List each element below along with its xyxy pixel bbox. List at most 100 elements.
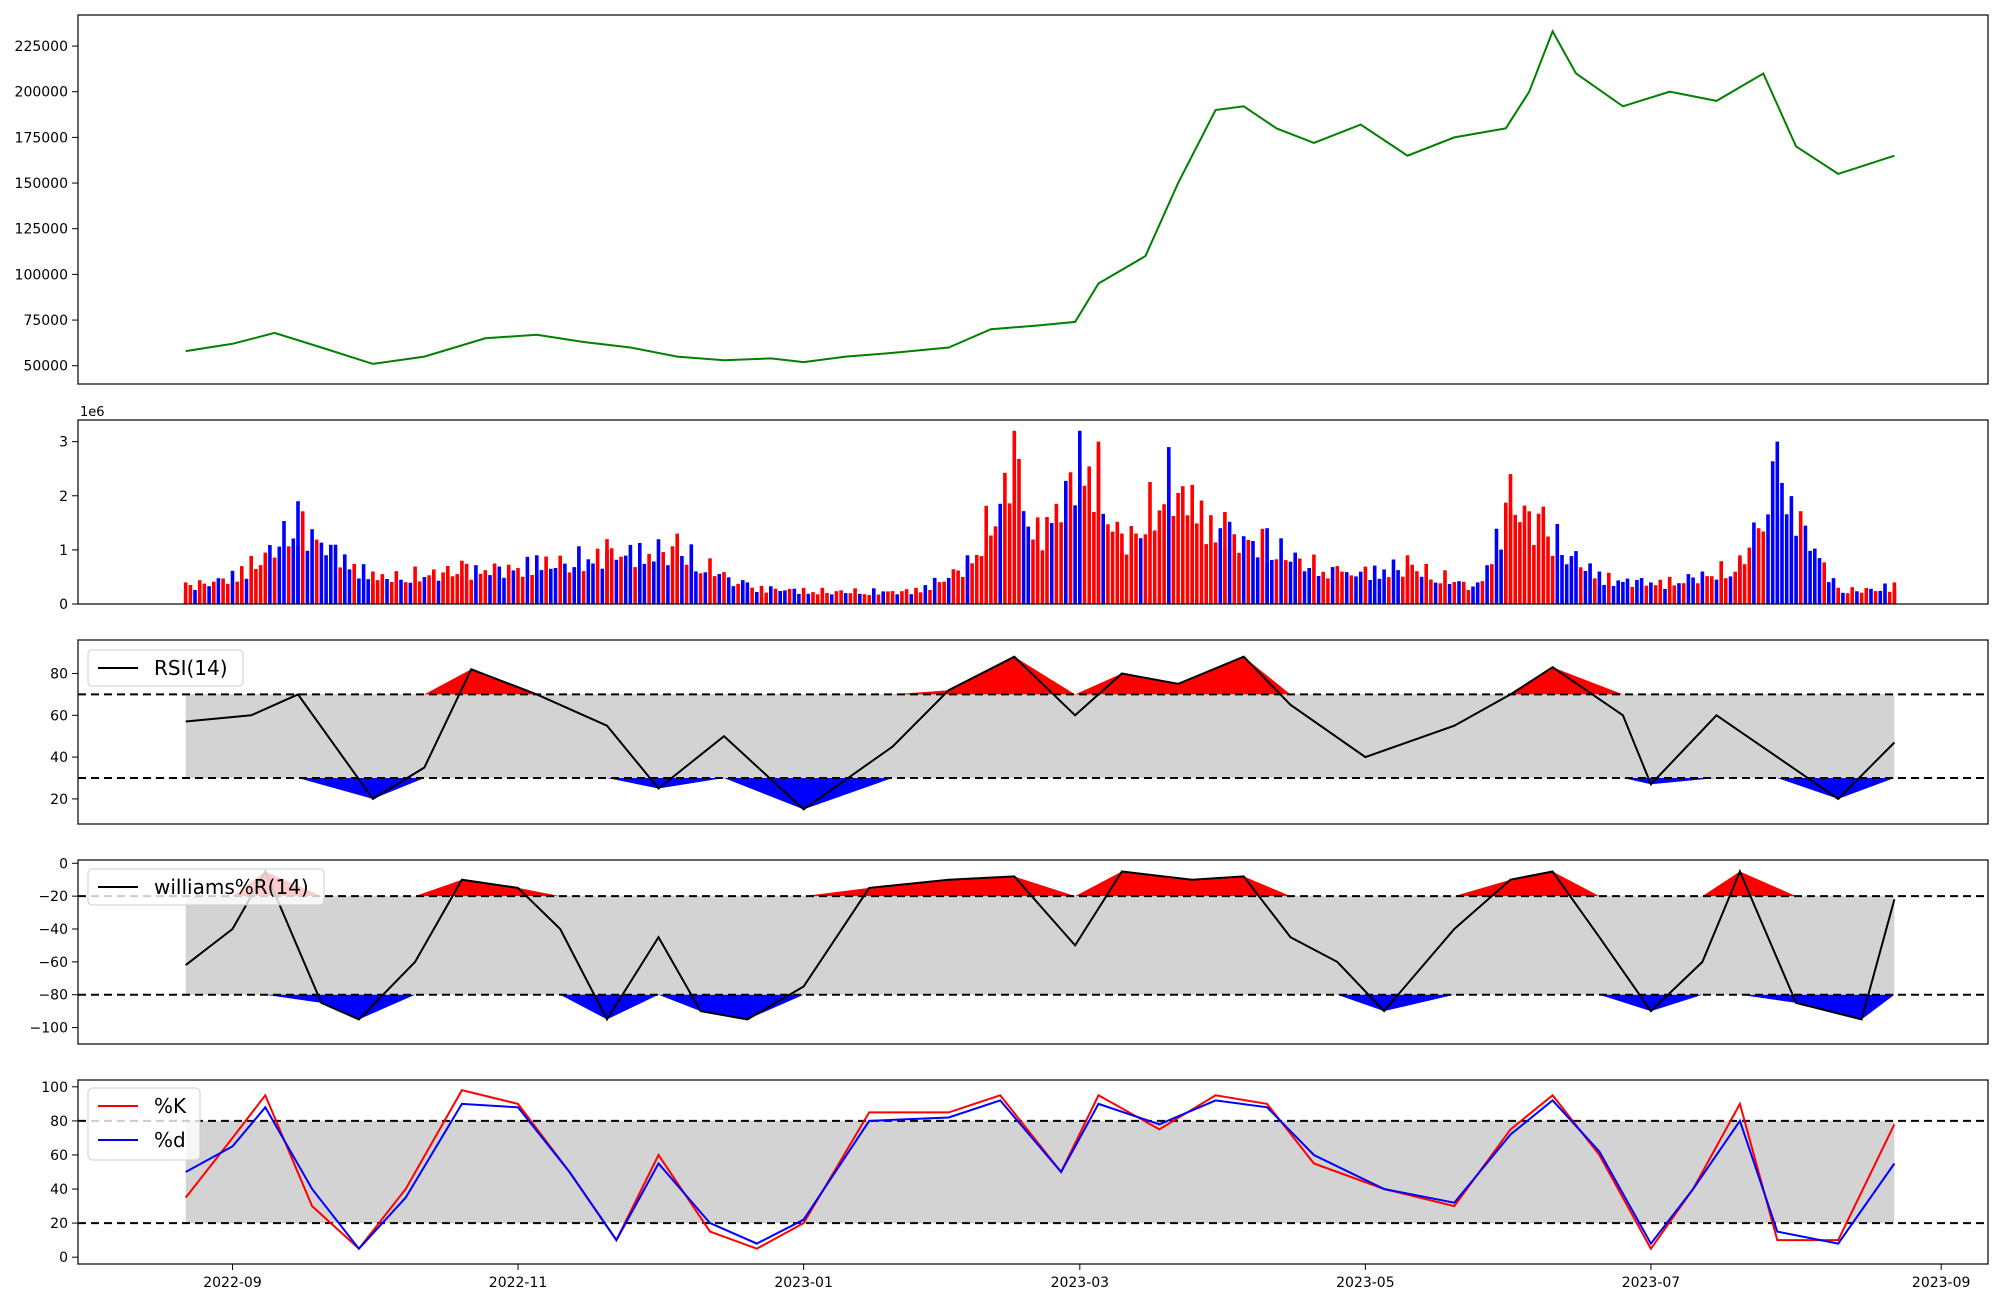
volume-bar: [862, 594, 867, 604]
volume-bar: [867, 595, 871, 604]
volume-bar: [511, 570, 516, 604]
volume-bar: [221, 578, 225, 604]
volume-bar: [1686, 574, 1691, 604]
volume-frame: [77, 419, 1989, 605]
volume-bar: [212, 581, 216, 604]
volume-bar: [216, 578, 221, 604]
volume-bar: [872, 588, 876, 604]
volume-bar: [1499, 549, 1503, 604]
volume-bar: [249, 555, 253, 604]
volume-bar: [778, 591, 782, 604]
rsi-y-tick-label-1: 40: [50, 750, 68, 766]
volume-bar: [474, 565, 478, 604]
volume-bar: [1138, 538, 1143, 604]
volume-bar: [226, 583, 230, 604]
volume-bar: [797, 593, 801, 604]
volume-bar: [310, 529, 314, 604]
volume-bar: [1518, 522, 1522, 604]
volume-bar: [1705, 576, 1709, 604]
volume-bar: [1663, 588, 1667, 604]
volume-bar-12: [1012, 430, 1017, 604]
volume-bar: [1817, 558, 1822, 604]
volume-bar: [1059, 522, 1063, 604]
volume-bar: [1251, 541, 1255, 604]
volume-bar: [638, 543, 642, 604]
volume-bar: [305, 550, 310, 604]
volume-bar: [1274, 559, 1279, 604]
volume-bar: [272, 557, 277, 604]
volume-bar: [853, 588, 857, 604]
volume-bar: [1485, 565, 1489, 604]
volume-bar: [839, 590, 843, 604]
volume-bar: [1073, 505, 1077, 604]
volume-bar: [1611, 586, 1616, 604]
volume-bar: [1560, 555, 1564, 604]
volume-bar: [1372, 565, 1377, 604]
volume-bar: [319, 542, 324, 604]
volume-bar: [1756, 528, 1761, 604]
volume-bar: [1031, 539, 1035, 604]
volume-bar: [1733, 571, 1737, 604]
volume-bar: [619, 556, 623, 604]
stochastic-legend: %K %d: [87, 1087, 201, 1161]
price-y-axis: 50000 75000 100000 125000 150000 175000 200000…: [15, 39, 78, 375]
williams-plot: 0 −20 −40 −60 −80 −100: [30, 856, 1988, 1037]
volume-y-tick-label-2: 2: [59, 489, 68, 505]
volume-bar: [1696, 583, 1700, 604]
volume-bar: [1429, 579, 1433, 604]
volume-bar: [1845, 593, 1850, 604]
volume-bar: [1461, 581, 1466, 604]
volume-bar: [1621, 581, 1625, 604]
price-y-tick-label-4: 150000: [15, 176, 68, 192]
volume-bar: [422, 577, 427, 604]
volume-bar: [1789, 496, 1794, 604]
x-axis: 2022-09 2022-11 2023-01 2023-03 2023-05 2023-…: [203, 1264, 1970, 1291]
volume-bar: [1569, 556, 1574, 604]
volume-bar: [1279, 538, 1283, 604]
volume-bar: [904, 589, 909, 604]
volume-bar: [478, 573, 483, 604]
volume-bar: [361, 564, 366, 604]
x-tick-label-1: 2022-11: [489, 1275, 548, 1291]
volume-bar: [1148, 482, 1152, 604]
volume-bar: [1752, 522, 1756, 604]
volume-bar: [1794, 535, 1798, 604]
volume-bar: [1443, 570, 1447, 604]
volume-bar: [244, 578, 249, 604]
volume-bar: [1330, 567, 1335, 604]
volume-bar: [324, 555, 328, 604]
volume-bar: [1298, 558, 1302, 604]
williams-y-tick-label-1: −20: [38, 889, 68, 905]
volume-bar: [1129, 526, 1134, 604]
volume-bar: [1064, 480, 1068, 604]
volume-bar-17: [1167, 447, 1171, 604]
volume-bar: [717, 574, 722, 604]
volume-bar: [1850, 587, 1854, 604]
volume-bar: [918, 592, 923, 604]
volume-y-tick-label-0: 0: [59, 597, 68, 613]
volume-bar: [1630, 587, 1634, 604]
volume-bar: [661, 552, 665, 604]
volume-bar: [656, 539, 661, 604]
volume-bar: [1302, 571, 1307, 604]
rsi-overbought-fill: [185, 656, 1895, 695]
volume-bar: [357, 578, 361, 604]
volume-bar: [801, 587, 806, 604]
volume-bar: [544, 556, 548, 604]
volume-bar-26: [1597, 571, 1602, 604]
volume-bar: [1831, 578, 1836, 604]
volume-bar: [314, 539, 319, 604]
volume-bar: [815, 594, 820, 604]
volume-bar: [886, 591, 890, 604]
volume-bar: [1344, 572, 1349, 604]
x-tick-label-6: 2023-09: [1912, 1275, 1971, 1291]
volume-bar: [1054, 503, 1059, 604]
volume-bar: [811, 592, 815, 604]
volume-bar: [1864, 588, 1869, 604]
volume-bar: [1307, 568, 1311, 604]
volume-bar: [881, 591, 885, 604]
volume-bar: [591, 563, 595, 604]
price-panel: 50000 75000 100000 125000 150000 175000 200000…: [15, 14, 1989, 385]
volume-bar: [1134, 533, 1138, 604]
volume-bar: [1532, 544, 1536, 604]
